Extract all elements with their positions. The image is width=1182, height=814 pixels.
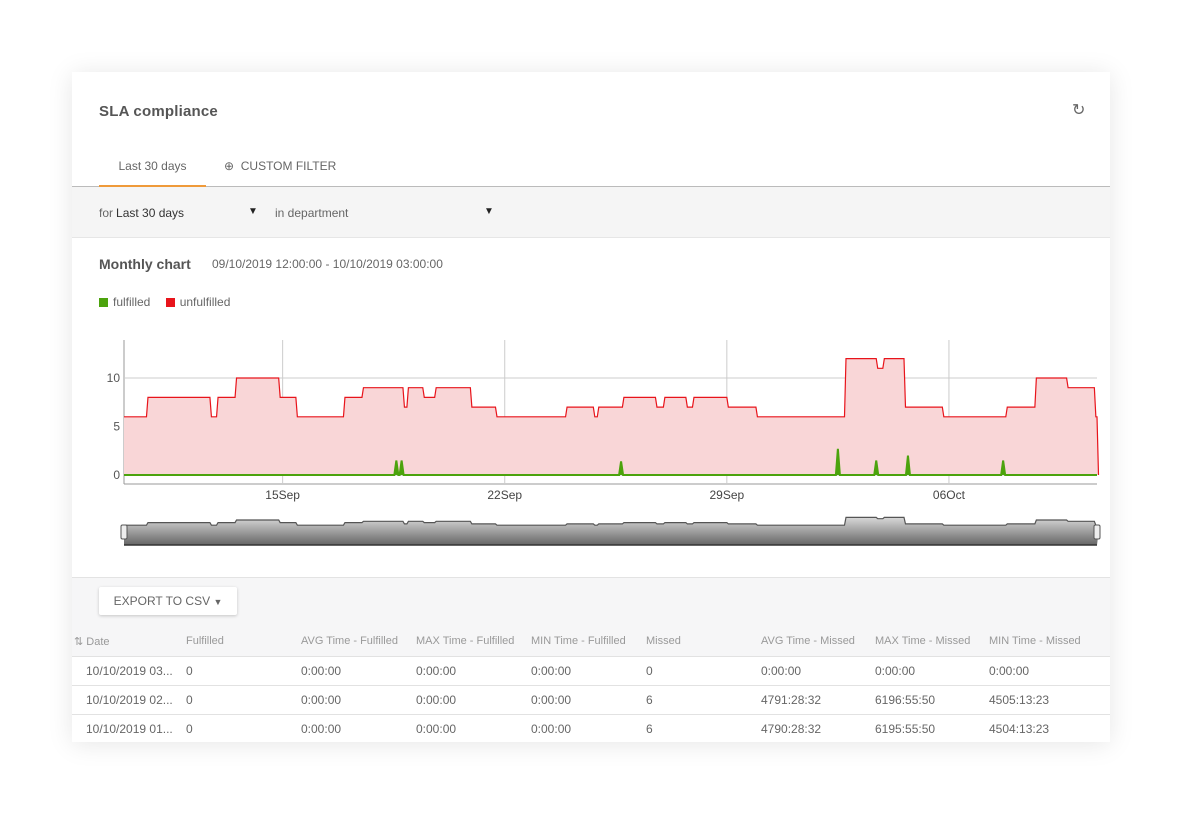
y-tick-label: 5 [113, 420, 120, 434]
table-cell: 0 [186, 656, 301, 686]
table-section: EXPORT TO CSV ▼ ⇅ Date Fulfilled AVG Time … [72, 577, 1110, 742]
filter-bar: for Last 30 days ▼ in department ▼ [72, 187, 1110, 238]
column-header[interactable]: MAX Time - Missed [875, 635, 971, 647]
table-cell: 6196:55:50 [875, 685, 989, 715]
tab-bar: SLA compliance ↻ Last 30 days ⊕ CUSTOM F… [72, 72, 1110, 189]
column-header[interactable]: MIN Time - Fulfilled [531, 635, 626, 647]
period-value: Last 30 days [116, 206, 185, 220]
navigator-right-handle[interactable] [1093, 524, 1101, 540]
table-row[interactable]: 10/10/2019 01... 0 0:00:00 0:00:00 0:00:00 6 4… [72, 714, 1110, 742]
caret-down-icon: ▼ [213, 597, 223, 607]
table-cell: 4790:28:32 [761, 714, 875, 742]
export-csv-button[interactable]: EXPORT TO CSV ▼ [99, 587, 237, 615]
table-cell: 0:00:00 [761, 656, 875, 686]
page-title: SLA compliance [99, 103, 218, 120]
table-cell: 6 [646, 685, 761, 715]
column-header[interactable]: AVG Time - Fulfilled [301, 635, 398, 647]
for-label: for [99, 206, 114, 220]
chart-title: Monthly chart [99, 256, 191, 272]
table-cell: 0:00:00 [416, 714, 531, 742]
column-header[interactable]: MAX Time - Fulfilled [416, 635, 515, 647]
department-select[interactable]: in department [275, 206, 349, 220]
plus-circle-icon: ⊕ [224, 159, 235, 173]
refresh-icon[interactable]: ↻ [1072, 102, 1086, 119]
legend-unfulfilled[interactable]: unfulfilled [165, 295, 230, 309]
table-cell: 0 [186, 714, 301, 742]
table-cell: 0:00:00 [416, 685, 531, 715]
table-cell: 10/10/2019 02... [72, 685, 186, 715]
x-tick-label: 22Sep [487, 488, 522, 502]
table-cell: 0 [186, 685, 301, 715]
x-tick-label: 15Sep [265, 488, 300, 502]
chevron-down-icon[interactable]: ▼ [484, 206, 494, 217]
table-cell: 10/10/2019 03... [72, 656, 186, 686]
table-row[interactable]: 10/10/2019 02... 0 0:00:00 0:00:00 0:00:00 6 4… [72, 685, 1110, 715]
unfulfilled-line [124, 358, 1100, 476]
x-tick-label: 29Sep [709, 488, 744, 502]
table-cell: 0:00:00 [301, 685, 416, 715]
column-header[interactable]: MIN Time - Missed [989, 635, 1081, 647]
tab-label: CUSTOM FILTER [240, 159, 337, 173]
legend-fulfilled[interactable]: fulfilled [99, 295, 150, 309]
column-header[interactable]: AVG Time - Missed [761, 635, 855, 647]
navigator-area [124, 517, 1099, 545]
table-row[interactable]: 10/10/2019 03... 0 0:00:00 0:00:00 0:00:00 0 0… [72, 656, 1110, 686]
table-cell: 4504:13:23 [989, 714, 1110, 742]
table-cell: 6195:55:50 [875, 714, 989, 742]
tab-last-30-days[interactable]: Last 30 days [99, 159, 206, 189]
sla-table: ⇅ Date Fulfilled AVG Time - Fulfilled MAX T… [72, 626, 1110, 742]
table-cell: 6 [646, 714, 761, 742]
y-tick-label: 0 [113, 468, 120, 482]
table-cell: 0:00:00 [301, 656, 416, 686]
column-header[interactable]: Fulfilled [186, 635, 224, 647]
table-cell: 0 [646, 656, 761, 686]
table-cell: 0:00:00 [531, 685, 646, 715]
chart-date-range: 09/10/2019 12:00:00 - 10/10/2019 03:00:0… [212, 257, 443, 271]
tab-custom-filter[interactable]: ⊕ CUSTOM FILTER [224, 159, 336, 173]
column-header[interactable]: ⇅ Date [74, 635, 110, 648]
table-cell: 4505:13:23 [989, 685, 1110, 715]
navigator-line [124, 516, 1100, 534]
chart-legend: fulfilled unfulfilled [99, 295, 242, 309]
table-cell: 10/10/2019 01... [72, 714, 186, 742]
table-cell: 0:00:00 [416, 656, 531, 686]
column-header[interactable]: Missed [646, 635, 681, 647]
chevron-down-icon[interactable]: ▼ [248, 206, 258, 217]
period-select[interactable]: for Last 30 days [99, 206, 184, 220]
table-cell: 0:00:00 [301, 714, 416, 742]
y-tick-label: 10 [107, 371, 121, 385]
sla-compliance-card: SLA compliance ↻ Last 30 days ⊕ CUSTOM F… [72, 72, 1110, 742]
table-cell: 0:00:00 [531, 714, 646, 742]
table-cell: 4791:28:32 [761, 685, 875, 715]
table-cell: 0:00:00 [531, 656, 646, 686]
x-tick-label: 06Oct [933, 488, 966, 502]
table-cell: 0:00:00 [989, 656, 1110, 686]
table-cell: 0:00:00 [875, 656, 989, 686]
navigator-left-handle[interactable] [120, 524, 128, 540]
sla-chart: 0 5 10 15Sep 22Sep 29Sep 06Oct [107, 340, 1101, 546]
